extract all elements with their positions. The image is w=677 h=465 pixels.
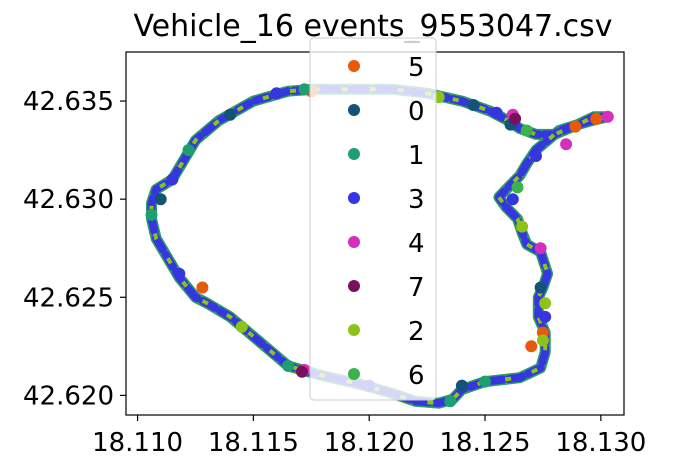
event-point-5: [569, 120, 582, 133]
legend-marker: [348, 324, 360, 336]
legend-marker: [348, 104, 360, 116]
legend-marker: [348, 236, 360, 248]
legend-label: 0: [408, 97, 425, 127]
event-point-3: [270, 87, 283, 100]
legend-label: 6: [408, 361, 425, 391]
legend-label: 1: [408, 141, 425, 171]
event-point-1: [145, 208, 158, 221]
event-point-0: [224, 108, 237, 121]
event-point-0: [534, 281, 547, 294]
event-point-1: [444, 395, 457, 408]
legend-item-3: 3: [348, 185, 425, 215]
event-point-5: [525, 340, 538, 353]
event-point-6: [520, 124, 533, 137]
x-axis: 18.110 18.115 18.120 18.125 18.130: [92, 415, 646, 458]
event-point-0: [455, 379, 468, 392]
x-tick-label: 18.115: [208, 428, 299, 458]
y-tick-label: 42.620: [23, 381, 114, 411]
event-point-1: [182, 144, 195, 157]
event-point-4: [560, 138, 573, 151]
legend: 5 0 1 3 4 7 2 6: [309, 37, 437, 401]
legend-marker: [348, 368, 360, 380]
event-point-5: [196, 281, 209, 294]
legend-item-6: 6: [348, 361, 425, 391]
x-tick-label: 18.120: [324, 428, 415, 458]
event-point-3: [166, 173, 179, 186]
legend-label: 5: [408, 53, 425, 83]
event-point-2: [536, 334, 549, 347]
event-point-3: [530, 150, 542, 162]
y-axis: 42.620 42.625 42.630 42.635: [23, 87, 126, 411]
legend-label: 4: [408, 229, 425, 259]
legend-label: 3: [408, 185, 425, 215]
legend-marker: [348, 280, 360, 292]
legend-item-0: 0: [348, 97, 425, 127]
y-tick-label: 42.625: [23, 283, 114, 313]
event-point-1: [479, 375, 491, 388]
legend-item-7: 7: [348, 273, 425, 303]
event-point-3: [539, 310, 552, 323]
event-point-5: [590, 112, 603, 125]
x-tick-label: 18.125: [440, 428, 531, 458]
legend-marker: [348, 148, 360, 160]
event-point-2: [539, 297, 552, 310]
event-point-3: [490, 106, 503, 119]
event-point-2: [516, 220, 529, 233]
event-point-0: [154, 193, 167, 206]
legend-box: [309, 37, 437, 401]
event-point-7: [509, 112, 522, 125]
legend-label: 7: [408, 273, 425, 303]
legend-marker: [348, 60, 360, 72]
event-point-1: [282, 359, 295, 372]
event-point-3: [173, 267, 186, 280]
x-tick-label: 18.130: [555, 428, 646, 458]
legend-marker: [348, 192, 360, 204]
event-point-6: [511, 181, 524, 194]
x-tick-label: 18.110: [92, 428, 183, 458]
event-point-4: [534, 242, 547, 255]
legend-item-5: 5: [348, 53, 425, 83]
event-point-1: [298, 83, 311, 96]
event-point-0: [467, 99, 480, 111]
event-point-4: [601, 110, 614, 123]
legend-label: 2: [408, 317, 425, 347]
legend-item-2: 2: [348, 317, 425, 347]
legend-item-1: 1: [348, 141, 425, 171]
y-tick-label: 42.630: [23, 185, 114, 215]
y-tick-label: 42.635: [23, 87, 114, 117]
event-point-2: [235, 320, 248, 333]
legend-item-4: 4: [348, 229, 425, 259]
event-point-3: [506, 193, 519, 206]
event-point-7: [296, 365, 308, 378]
